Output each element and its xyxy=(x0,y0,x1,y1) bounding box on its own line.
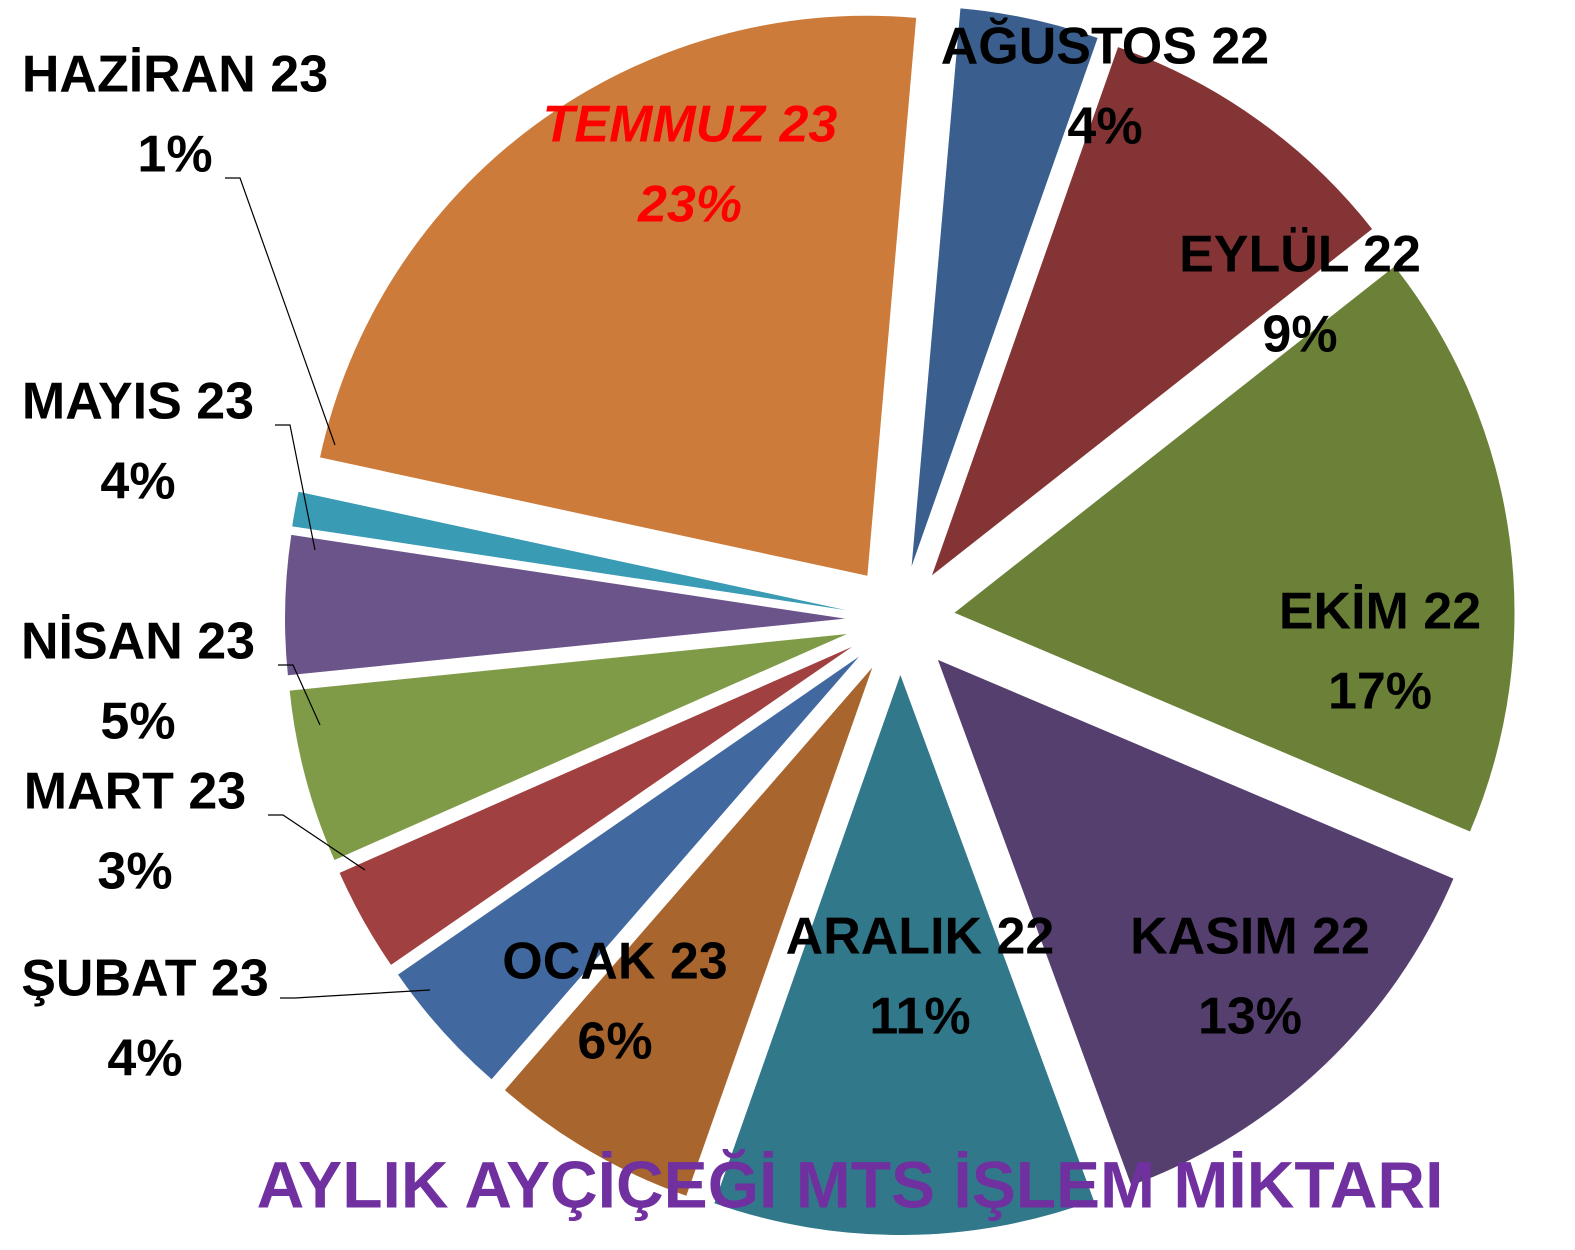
slice-label: HAZİRAN 23 xyxy=(22,46,328,104)
slice-label: OCAK 23 xyxy=(502,933,727,991)
pie-slice xyxy=(504,667,873,1196)
pie-slice xyxy=(289,634,847,861)
slice-label: AĞUSTOS 22 xyxy=(941,18,1269,76)
slice-label: NİSAN 23 xyxy=(21,613,255,671)
slice-label: MART 23 xyxy=(24,763,246,821)
slice-value-label: 1% xyxy=(137,126,212,184)
slice-label: EKİM 22 xyxy=(1279,583,1481,641)
pie-slice xyxy=(398,656,859,1080)
leader-line xyxy=(280,989,431,999)
pie-slice xyxy=(339,646,852,965)
slice-label: ARALIK 22 xyxy=(786,908,1055,966)
slice-label: EYLÜL 22 xyxy=(1179,226,1421,284)
slice-label: TEMMUZ 23 xyxy=(543,96,838,154)
leader-line xyxy=(275,424,316,551)
slice-value-label: 13% xyxy=(1198,988,1302,1046)
slice-label: KASIM 22 xyxy=(1130,908,1370,966)
slice-value-label: 17% xyxy=(1328,663,1432,721)
slice-value-label: 9% xyxy=(1262,306,1337,364)
slice-label: MAYIS 23 xyxy=(22,373,254,431)
leader-line xyxy=(268,814,366,871)
chart-title: AYLIK AYÇİÇEĞİ MTS İŞLEM MİKTARI xyxy=(257,1147,1444,1221)
leader-line xyxy=(225,177,336,446)
slice-value-label: 6% xyxy=(577,1013,652,1071)
slice-value-label: 4% xyxy=(1067,98,1142,156)
pie-slice xyxy=(932,47,1373,576)
pie-slice xyxy=(320,15,917,576)
slice-value-label: 3% xyxy=(97,843,172,901)
slice-value-label: 11% xyxy=(869,988,970,1046)
pie-slice xyxy=(954,266,1515,832)
leader-line xyxy=(278,664,321,726)
slice-value-label: 23% xyxy=(637,176,742,234)
slice-value-label: 4% xyxy=(100,453,175,511)
pie-slice xyxy=(714,674,1094,1235)
pie-slice xyxy=(292,491,846,611)
slice-value-label: 5% xyxy=(100,693,175,751)
pie-slice xyxy=(937,659,1454,1186)
pie-slice xyxy=(911,8,1098,567)
slice-label: ŞUBAT 23 xyxy=(21,950,269,1008)
pie-slice xyxy=(285,534,846,676)
slice-value-label: 4% xyxy=(107,1030,182,1088)
